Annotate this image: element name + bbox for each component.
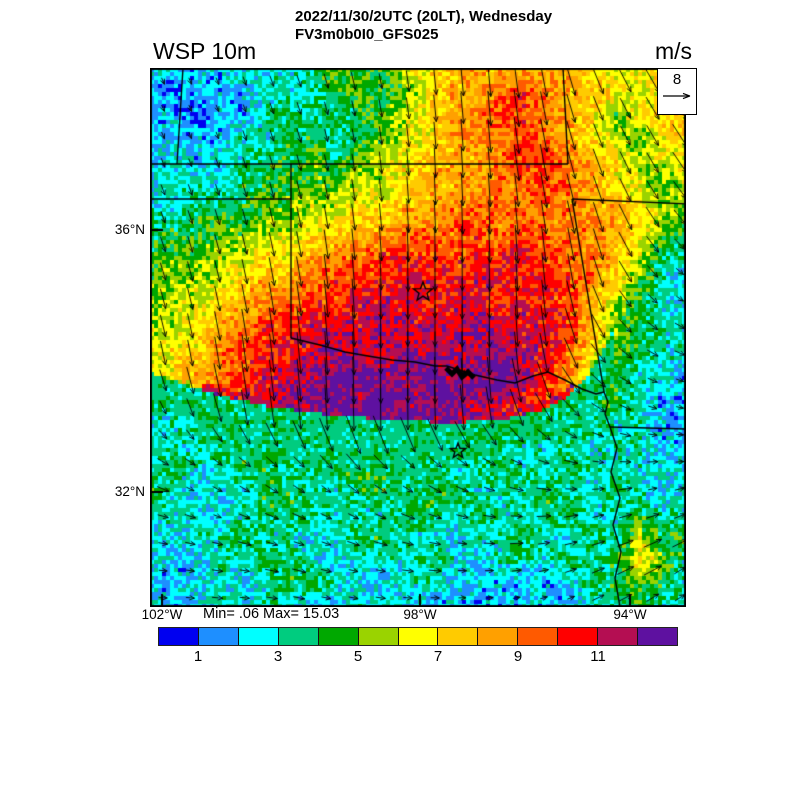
lon-label-98w: 98°W	[403, 607, 437, 622]
colorbar-segment	[517, 628, 558, 645]
colorbar	[158, 627, 678, 646]
colorbar-segment	[597, 628, 638, 645]
colorbar-tick-label: 5	[353, 648, 363, 665]
lat-label-32n: 32°N	[114, 484, 145, 499]
datetime-title: 2022/11/30/2UTC (20LT), Wednesday	[295, 8, 553, 25]
units-label: m/s	[654, 38, 692, 64]
reference-arrow-box: 8	[657, 68, 697, 115]
colorbar-tick-labels: 1 3 5 7 9 11	[158, 648, 678, 666]
colorbar-segment	[277, 628, 318, 645]
colorbar-segment	[397, 628, 438, 645]
wind-speed-map	[150, 68, 686, 607]
model-title: FV3m0b0I0_GFS025	[295, 26, 439, 43]
colorbar-tick-label: 9	[513, 648, 523, 665]
reference-arrow-value: 8	[672, 71, 682, 88]
colorbar-segment	[357, 628, 398, 645]
colorbar-segment	[477, 628, 518, 645]
colorbar-tick-label: 11	[590, 648, 606, 665]
colorbar-segment	[637, 628, 677, 645]
colorbar-segment	[317, 628, 358, 645]
colorbar-segment	[159, 628, 198, 645]
lon-label-94w: 94°W	[613, 607, 647, 622]
colorbar-segment	[237, 628, 278, 645]
colorbar-segment	[197, 628, 238, 645]
variable-label: WSP 10m	[153, 38, 257, 64]
lon-label-102w: 102°W	[141, 607, 183, 622]
min-max-stats: Min= .06 Max= 15.03	[203, 606, 340, 622]
reference-arrow-icon	[663, 92, 691, 100]
colorbar-segment	[557, 628, 598, 645]
colorbar-tick-label: 7	[433, 648, 443, 665]
colorbar-segment	[437, 628, 478, 645]
lat-label-36n: 36°N	[114, 222, 145, 237]
colorbar-tick-label: 1	[193, 648, 203, 665]
colorbar-tick-label: 3	[273, 648, 283, 665]
